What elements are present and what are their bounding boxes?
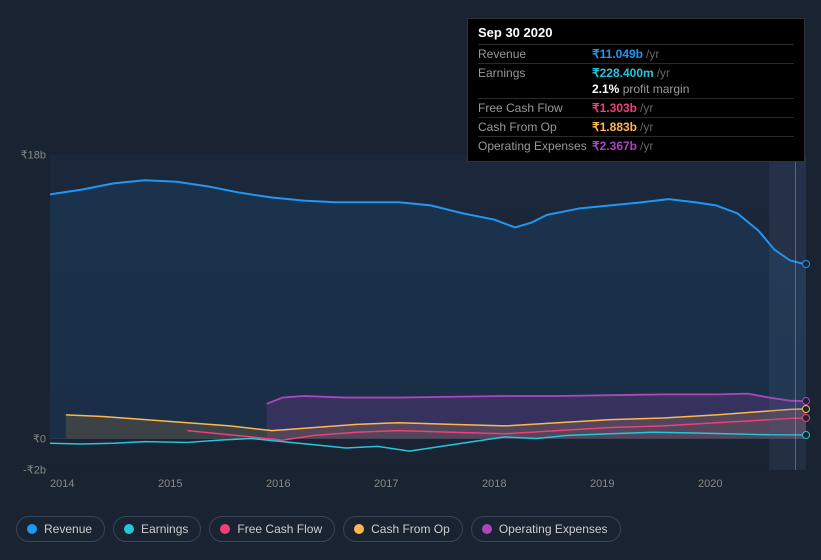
tooltip-unit: /yr: [640, 101, 653, 115]
tooltip-unit: /yr: [640, 120, 653, 134]
legend-label: Revenue: [44, 522, 92, 536]
financials-chart[interactable]: ₹18b₹0-₹2b: [16, 155, 806, 470]
tooltip-label: Operating Expenses: [478, 139, 592, 153]
tooltip-label: Cash From Op: [478, 120, 592, 134]
y-axis: ₹18b₹0-₹2b: [16, 155, 50, 470]
x-axis: 2014201520162017201820192020: [50, 478, 806, 490]
plot-area[interactable]: [50, 155, 806, 470]
legend-item-revenue[interactable]: Revenue: [16, 516, 105, 542]
legend-item-free-cash-flow[interactable]: Free Cash Flow: [209, 516, 335, 542]
legend-dot-icon: [482, 524, 492, 534]
tooltip-row-opex: Operating Expenses ₹2.367b /yr: [478, 136, 794, 155]
x-tick: 2017: [374, 478, 482, 490]
chart-tooltip: Sep 30 2020 Revenue ₹11.049b /yr Earning…: [467, 18, 805, 162]
y-tick: ₹18b: [21, 149, 46, 162]
tooltip-value: ₹1.883b: [592, 120, 637, 134]
tooltip-unit: /yr: [657, 66, 670, 80]
x-tick: 2014: [50, 478, 158, 490]
tooltip-date: Sep 30 2020: [478, 25, 794, 40]
series-marker: [802, 431, 810, 439]
series-marker: [802, 405, 810, 413]
tooltip-value: ₹228.400m: [592, 66, 654, 80]
tooltip-unit: /yr: [646, 47, 659, 61]
tooltip-value: ₹1.303b: [592, 101, 637, 115]
legend: Revenue Earnings Free Cash Flow Cash From O…: [16, 516, 621, 542]
tooltip-row-earnings: Earnings ₹228.400m /yr: [478, 63, 794, 82]
legend-item-cash-from-op[interactable]: Cash From Op: [343, 516, 463, 542]
legend-dot-icon: [27, 524, 37, 534]
x-tick: 2018: [482, 478, 590, 490]
tooltip-margin: 2.1% profit margin: [478, 82, 794, 98]
cursor-line: [795, 155, 796, 470]
y-tick: ₹0: [33, 432, 46, 445]
legend-label: Operating Expenses: [499, 522, 608, 536]
legend-dot-icon: [354, 524, 364, 534]
legend-label: Cash From Op: [371, 522, 450, 536]
tooltip-row-fcf: Free Cash Flow ₹1.303b /yr: [478, 98, 794, 117]
future-shade: [769, 155, 806, 470]
x-tick: 2015: [158, 478, 266, 490]
tooltip-label: Earnings: [478, 66, 592, 80]
tooltip-unit: /yr: [640, 139, 653, 153]
tooltip-label: Free Cash Flow: [478, 101, 592, 115]
legend-label: Earnings: [141, 522, 188, 536]
legend-dot-icon: [220, 524, 230, 534]
series-marker: [802, 414, 810, 422]
x-tick: 2020: [698, 478, 806, 490]
y-tick: -₹2b: [23, 464, 46, 477]
tooltip-value: ₹11.049b: [592, 47, 643, 61]
tooltip-value: ₹2.367b: [592, 139, 637, 153]
tooltip-row-cfo: Cash From Op ₹1.883b /yr: [478, 117, 794, 136]
tooltip-row-revenue: Revenue ₹11.049b /yr: [478, 44, 794, 63]
legend-item-operating-expenses[interactable]: Operating Expenses: [471, 516, 621, 542]
series-marker: [802, 260, 810, 268]
tooltip-label: Revenue: [478, 47, 592, 61]
legend-dot-icon: [124, 524, 134, 534]
x-tick: 2019: [590, 478, 698, 490]
legend-label: Free Cash Flow: [237, 522, 322, 536]
legend-item-earnings[interactable]: Earnings: [113, 516, 201, 542]
x-tick: 2016: [266, 478, 374, 490]
